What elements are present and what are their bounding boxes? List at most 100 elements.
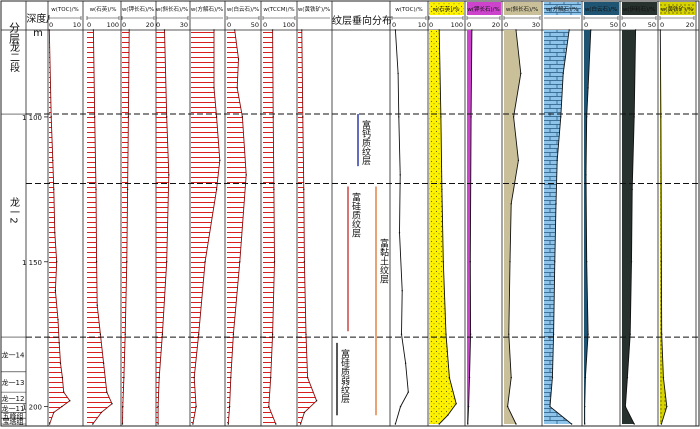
data-point <box>515 29 517 31</box>
data-point <box>515 423 517 425</box>
data-point <box>467 423 469 425</box>
data-point <box>630 261 633 263</box>
data-point <box>512 116 515 118</box>
data-point <box>57 319 59 321</box>
data-point <box>270 376 272 379</box>
data-point <box>400 333 403 335</box>
track-axis-label: 0 <box>392 21 396 29</box>
data-point <box>584 405 586 408</box>
track-name: w(黄铁矿)/% <box>661 5 693 13</box>
data-point <box>469 261 471 263</box>
data-point <box>467 405 470 408</box>
track-area <box>660 30 667 424</box>
track-axis-label: 0 <box>622 21 626 29</box>
depth-tick-label: 1 200 <box>22 404 42 412</box>
data-point <box>50 116 52 118</box>
depth-tick-label: 1 150 <box>22 259 42 267</box>
track-axis-label: 0 <box>227 21 231 29</box>
data-point <box>273 188 275 190</box>
data-point <box>666 405 668 408</box>
track-area <box>584 30 591 424</box>
data-point <box>401 290 403 292</box>
data-point <box>127 116 130 118</box>
data-point <box>586 116 588 118</box>
stratum-label: 龙一14 <box>2 350 25 359</box>
data-point <box>236 87 238 89</box>
data-point <box>633 423 635 425</box>
data-point <box>626 376 629 379</box>
data-point <box>440 116 442 118</box>
track-area <box>227 30 247 424</box>
track-area <box>122 30 130 424</box>
data-point <box>470 116 472 118</box>
data-point <box>193 376 195 379</box>
data-point <box>241 116 244 118</box>
track-curve <box>48 29 71 425</box>
data-point <box>92 423 94 425</box>
data-point <box>394 29 397 31</box>
data-point <box>227 423 229 425</box>
data-point <box>471 29 473 31</box>
track-axis-label: 30 <box>180 21 188 29</box>
data-point <box>268 405 270 408</box>
track-name: w(方解石)/% <box>191 5 223 13</box>
data-point <box>54 290 57 292</box>
track-curve <box>549 29 572 425</box>
data-point <box>63 391 65 393</box>
data-point <box>660 116 662 118</box>
data-point <box>59 362 62 364</box>
data-point <box>213 29 215 31</box>
data-point <box>660 261 663 263</box>
track-5: w(方解石)/% <box>191 5 223 425</box>
data-point <box>585 174 587 176</box>
data-point <box>590 29 592 31</box>
track-curve <box>268 29 277 425</box>
data-point <box>587 87 589 89</box>
data-point <box>659 29 661 31</box>
track-name: w(黄铁矿)/% <box>298 5 330 13</box>
track-name: w(斜长石)/% <box>156 5 188 13</box>
data-point <box>166 116 168 118</box>
data-point <box>469 333 472 335</box>
data-point <box>570 423 573 425</box>
track-area <box>504 30 521 424</box>
data-point <box>275 423 277 425</box>
data-point <box>661 333 663 335</box>
data-point <box>631 188 633 190</box>
track-area <box>622 30 636 424</box>
data-point <box>198 333 200 335</box>
data-point <box>157 423 159 425</box>
track-name: w(石英)/% <box>433 5 460 13</box>
track-header-swatch <box>622 2 657 15</box>
data-point <box>100 411 103 414</box>
data-point <box>303 261 306 263</box>
stratum-label: 五峰组 <box>3 411 24 420</box>
data-point <box>555 203 557 205</box>
data-point <box>629 333 631 335</box>
track-name: w(钾长石)/% <box>122 5 154 13</box>
track-13: w(方解石)/% <box>544 2 581 425</box>
data-point <box>126 188 129 190</box>
track-area <box>544 30 572 424</box>
lamina-zone-label: 富硅质纹层 <box>350 191 361 238</box>
data-point <box>58 342 60 344</box>
data-point <box>95 261 98 263</box>
data-point <box>219 159 221 162</box>
track-8: w(黄铁矿)/% <box>298 5 330 425</box>
data-point <box>271 333 274 335</box>
track-name: w(钾长石)/% <box>467 5 499 13</box>
data-point <box>438 29 440 31</box>
track-name: w(方解石)/% <box>546 5 578 13</box>
data-point <box>237 58 240 60</box>
boundary-lines <box>26 113 699 338</box>
track-6: w(白云石)/% 0 50 <box>226 5 260 425</box>
data-point <box>549 405 551 408</box>
data-point <box>299 423 302 425</box>
stratum-label: 龙一12 <box>2 394 25 403</box>
track-curve <box>192 30 221 425</box>
data-point <box>397 72 399 75</box>
data-point <box>195 405 197 408</box>
data-point <box>61 405 63 408</box>
data-point <box>442 261 444 263</box>
data-point <box>54 232 56 234</box>
